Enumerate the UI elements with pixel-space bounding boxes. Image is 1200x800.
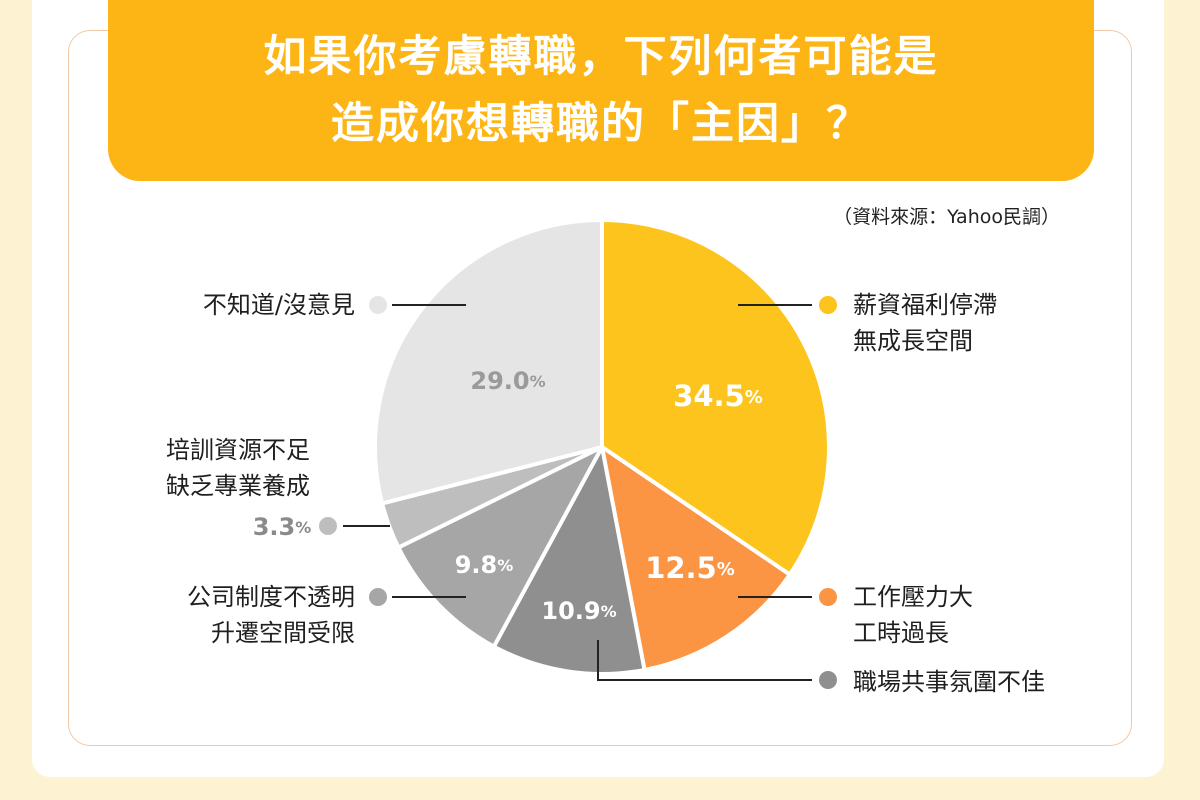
- slice-value-label-0: 34.5%: [673, 379, 763, 413]
- slice-category-label-3-0: 公司制度不透明: [187, 583, 355, 611]
- source-note: （資料來源：Yahoo民調）: [833, 206, 1060, 228]
- slice-category-label-3-1: 升遷空間受限: [211, 619, 355, 647]
- pie-slice-1: [600, 445, 792, 672]
- slice-category-label-0-0: 薪資福利停滯: [853, 291, 997, 319]
- slice-value-label-5: 29.0%: [470, 367, 545, 395]
- slice-category-label-4-1: 缺乏專業養成: [166, 472, 310, 500]
- pie-slice-2: [491, 445, 647, 676]
- title-line-2: 造成你想轉職的「主因」？: [331, 99, 871, 149]
- legend-dot-5: [369, 296, 387, 314]
- title-banner: 如果你考慮轉職，下列何者可能是 造成你想轉職的「主因」？: [108, 0, 1094, 181]
- legend-dot-4: [319, 517, 337, 535]
- slice-value-label-4: 3.3%: [253, 513, 312, 541]
- slice-value-label-1: 12.5%: [645, 551, 735, 585]
- pie-slice-5: [373, 218, 604, 506]
- slice-value-label-3: 9.8%: [455, 551, 514, 579]
- legend-dot-2: [819, 671, 837, 689]
- slice-value-label-2: 10.9%: [541, 597, 616, 625]
- leader-line-2: [597, 640, 812, 681]
- slice-category-label-1-1: 工時過長: [853, 619, 949, 647]
- slice-category-label-0-1: 無成長空間: [853, 327, 973, 355]
- slice-category-label-5-0: 不知道/沒意見: [203, 291, 355, 319]
- slice-category-label-1-0: 工作壓力大: [853, 583, 973, 611]
- legend-dot-0: [819, 296, 837, 314]
- slice-category-label-4-0: 培訓資源不足: [166, 436, 310, 464]
- legend-dot-1: [819, 588, 837, 606]
- slice-category-label-2-0: 職場共事氛圍不佳: [853, 668, 1045, 696]
- pie-slice-0: [600, 218, 831, 577]
- legend-dot-3: [369, 588, 387, 606]
- title-line-1: 如果你考慮轉職，下列何者可能是: [263, 32, 939, 82]
